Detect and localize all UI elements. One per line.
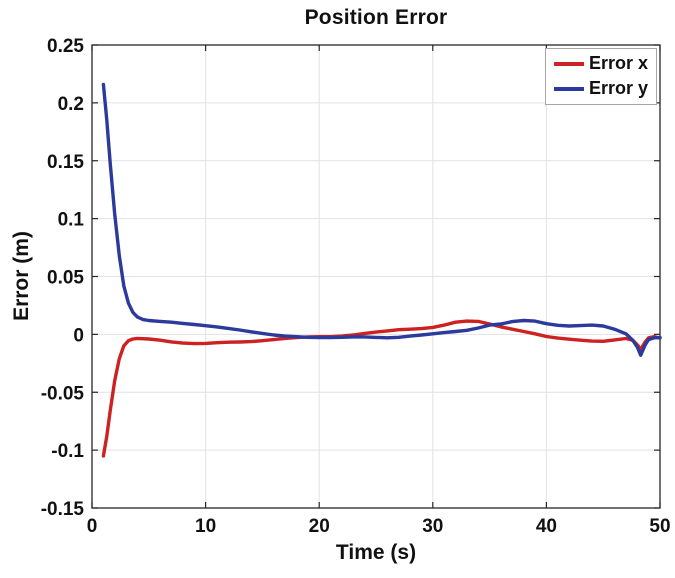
x-tick-label: 0 bbox=[87, 516, 98, 537]
y-tick-label: 0.25 bbox=[47, 36, 84, 57]
legend-line-swatch-error-y bbox=[554, 86, 584, 91]
legend-item-error-x[interactable]: Error x bbox=[554, 53, 650, 74]
series-line-error-x bbox=[101, 319, 662, 458]
y-tick-label: -0.05 bbox=[41, 383, 85, 404]
x-tick-label: 10 bbox=[195, 516, 216, 537]
legend-box: Error x Error y bbox=[545, 48, 657, 105]
y-tick-label: 0.1 bbox=[58, 210, 85, 231]
y-tick-label: -0.15 bbox=[41, 499, 85, 520]
chart-title: Position Error bbox=[304, 6, 448, 29]
y-tick-label: 0 bbox=[73, 325, 84, 346]
legend-item-error-y[interactable]: Error y bbox=[554, 77, 650, 99]
y-tick-label: 0.05 bbox=[47, 268, 84, 289]
x-tick-label: 30 bbox=[422, 516, 443, 537]
x-axis-label: Time (s) bbox=[335, 541, 417, 564]
y-tick-label: -0.1 bbox=[51, 441, 84, 462]
x-tick-label: 50 bbox=[649, 516, 670, 537]
y-tick-label: 0.15 bbox=[47, 152, 84, 173]
x-tick-label: 20 bbox=[309, 516, 330, 537]
series-line-error-y bbox=[101, 82, 662, 357]
y-axis-label: Error (m) bbox=[10, 231, 33, 321]
legend-label-error-x: Error x bbox=[589, 53, 649, 73]
y-tick-label: 0.2 bbox=[58, 94, 84, 115]
x-tick-label: 40 bbox=[536, 516, 557, 537]
legend-label-error-y: Error y bbox=[589, 77, 649, 98]
legend-line-swatch-error-x bbox=[554, 61, 584, 66]
